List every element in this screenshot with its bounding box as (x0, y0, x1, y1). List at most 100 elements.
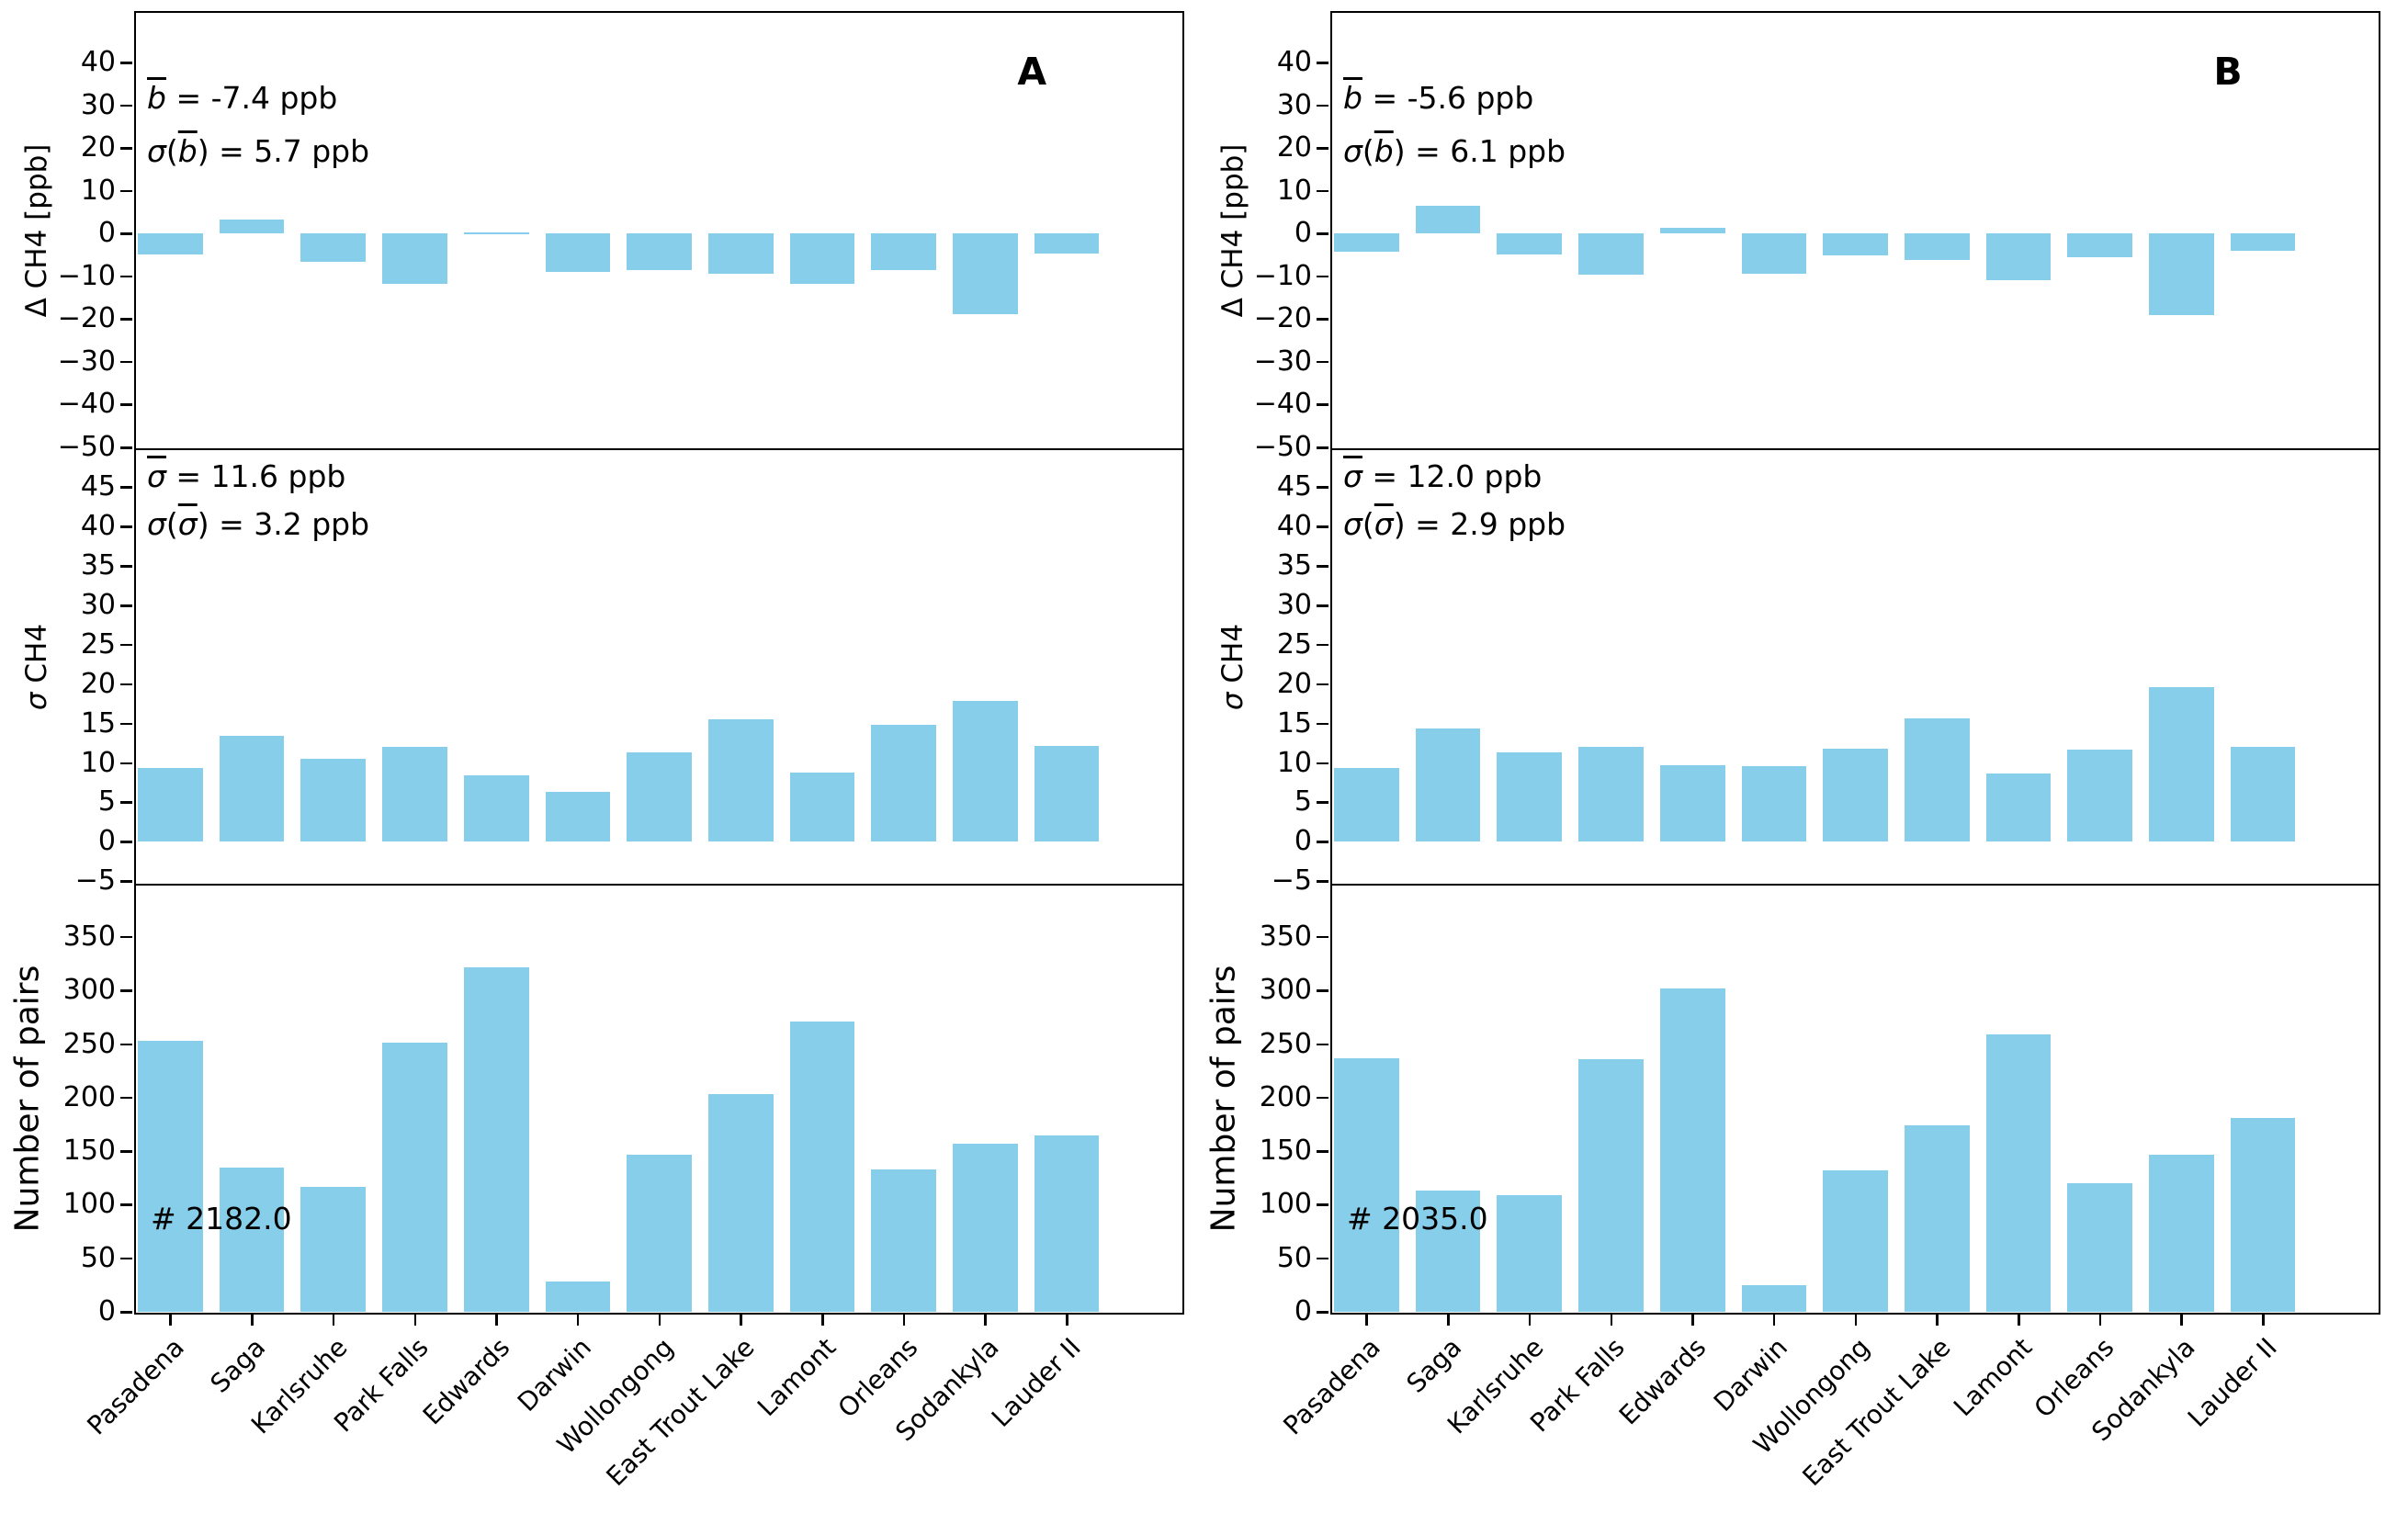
x-tick-label-wollongong: Wollongong (1747, 1332, 1875, 1461)
x-tick-label-anchor: Sodankyla (1904, 1332, 2200, 1447)
subplot-b-pairs: 350 300 250 200 150 100 50 0 # 2035.0 Number of p… (1205, 884, 2380, 1492)
y-tick-mark (120, 104, 132, 107)
y-tick-mark (120, 1043, 132, 1046)
stat-annotation: σ = 12.0 ppb (1343, 459, 1542, 494)
bar-edwards (463, 775, 529, 842)
y-tick-label: −10 (57, 259, 116, 292)
bar-sodankyla (2149, 687, 2214, 842)
y-tick-mark (120, 232, 132, 235)
x-tick-label-lamont: Lamont (752, 1332, 842, 1423)
panel-letter: A (1017, 50, 1047, 94)
x-tick-label-anchor: Wollongong (382, 1332, 679, 1460)
text-fragment: CH4 (20, 623, 53, 692)
x-tick-label-anchor: Pasadena (1089, 1332, 1385, 1440)
y-tick-mark (1317, 1096, 1328, 1100)
text-fragment: # 2035.0 (1347, 1201, 1488, 1236)
bar-darwin (545, 1282, 611, 1312)
y-tick-mark (1317, 880, 1328, 883)
y-tick-mark (1317, 360, 1328, 364)
text-fragment: Number of pairs (8, 965, 47, 1233)
bar-pasadena (1334, 767, 1399, 842)
text-fragment: ) = 3.2 ppb (197, 506, 370, 542)
subplot-a-pairs: 350 300 250 200 150 100 50 0 # 2182.0 Number of p… (9, 884, 1184, 1492)
y-tick-mark (1317, 841, 1328, 843)
bar-karlsruhe (300, 1186, 367, 1312)
x-tick-label-anchor: Karlsruhe (56, 1332, 353, 1440)
x-tick-mark (1447, 1314, 1450, 1326)
x-tick-mark (1936, 1314, 1939, 1326)
y-tick-mark (120, 722, 132, 726)
y-tick-mark (120, 1257, 132, 1260)
text-fragment: σ (20, 691, 53, 710)
y-tick-mark (1317, 525, 1328, 528)
bar-east-trout-lake (707, 233, 774, 274)
text-fragment: ( (165, 506, 178, 542)
x-tick-label-anchor: Saga (0, 1332, 272, 1399)
y-tick-label: 30 (1276, 589, 1312, 621)
y-tick-mark (120, 486, 132, 489)
y-tick-mark (120, 683, 132, 686)
y-tick-label: 20 (80, 131, 116, 164)
y-tick-mark (120, 1096, 132, 1100)
bar-east-trout-lake (707, 1094, 774, 1312)
y-tick-label: 10 (80, 746, 116, 779)
bar-park-falls (1578, 233, 1644, 275)
stat-annotation: σ(b) = 5.7 ppb (147, 134, 369, 169)
y-tick-label: 50 (80, 1241, 116, 1274)
y-tick-label: 0 (97, 825, 116, 858)
x-tick-label-anchor: Orleans (1823, 1332, 2120, 1424)
y-tick-label: 45 (1276, 470, 1312, 503)
y-tick-label: 40 (80, 510, 116, 543)
y-tick-label: 25 (80, 627, 116, 661)
bar-pasadena (138, 233, 203, 254)
x-tick-label-edwards: Edwards (417, 1332, 516, 1431)
y-tick-label: 200 (1259, 1080, 1312, 1113)
x-tick-label-anchor: Park Falls (1334, 1332, 1630, 1438)
stat-annotation: b = -5.6 ppb (1343, 81, 1533, 116)
x-tick-label-pasadena: Pasadena (1277, 1332, 1386, 1441)
x-tick-mark (902, 1314, 906, 1326)
x-tick-label-anchor: Sodankyla (707, 1332, 1004, 1447)
stat-annotation: b = -7.4 ppb (147, 81, 337, 116)
text-fragment: ) = 6.1 ppb (1393, 133, 1566, 169)
bar-lamont (789, 233, 855, 285)
y-tick-label: −50 (1253, 431, 1312, 463)
bar-park-falls (1578, 746, 1644, 842)
text-fragment: ( (1362, 133, 1374, 169)
x-tick-label-anchor: Lamont (545, 1332, 842, 1422)
y-tick-mark (1317, 801, 1328, 804)
bar-darwin (1741, 766, 1807, 842)
bar-darwin (545, 792, 611, 842)
text-fragment: σ (1374, 506, 1394, 542)
x-tick-label-anchor: East Trout Lake (1659, 1332, 1957, 1492)
bar-orleans (2067, 233, 2133, 257)
x-tick-label-karlsruhe: Karlsruhe (244, 1332, 354, 1440)
x-tick-label-anchor: Darwin (300, 1332, 597, 1417)
x-tick-label-park-falls: Park Falls (1524, 1332, 1631, 1439)
bar-east-trout-lake (707, 719, 774, 842)
y-tick-label: −40 (57, 388, 116, 421)
bar-pasadena (138, 1041, 203, 1312)
bar-darwin (1741, 233, 1807, 274)
bar-saga (219, 1167, 285, 1312)
x-tick-label-sodankyla: Sodankyla (889, 1332, 1005, 1448)
bar-park-falls (382, 1043, 447, 1312)
x-tick-label-anchor: Park Falls (138, 1332, 434, 1438)
bar-wollongong (1823, 749, 1888, 842)
text-fragment: b (1374, 133, 1394, 169)
y-tick-mark (120, 403, 132, 406)
y-tick-label: 150 (1259, 1135, 1312, 1168)
x-tick-label-orleans: Orleans (2028, 1332, 2120, 1424)
x-tick-mark (2262, 1314, 2265, 1326)
x-tick-label-wollongong: Wollongong (550, 1332, 679, 1461)
y-tick-label: −50 (57, 431, 116, 463)
bar-park-falls (382, 233, 447, 285)
y-tick-mark (120, 1150, 132, 1153)
bar-orleans (2067, 1183, 2133, 1312)
y-tick-mark (1317, 486, 1328, 489)
x-tick-label-edwards: Edwards (1613, 1332, 1713, 1431)
bar-karlsruhe (300, 233, 367, 262)
text-fragment: σ (1343, 133, 1362, 169)
bar-lamont (1985, 773, 2052, 842)
y-tick-mark (1317, 446, 1328, 449)
